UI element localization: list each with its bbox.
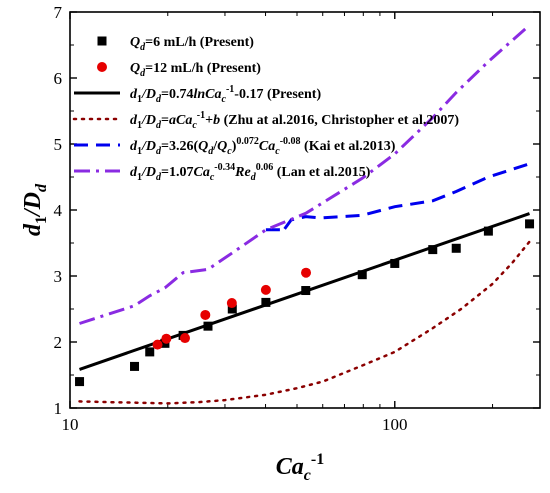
legend-entry-label: Qd=6 mL/h (Present) (130, 35, 254, 53)
series-1-point (226, 298, 237, 309)
series-0-point (451, 243, 461, 253)
legend-marker (97, 36, 107, 46)
series-0-point (261, 297, 271, 307)
series-0-point (357, 270, 367, 280)
y-tick-label: 6 (54, 69, 63, 88)
series-1-point (301, 267, 312, 278)
legend-entry-label: d1/Dd=1.07Cac-0.34Red0.06 (Lan et al.201… (130, 162, 371, 183)
series-layer (75, 24, 535, 405)
legend-entry-label: d1/Dd=3.26(Qd/Qc)0.072Cac-0.08 (Kai et a… (130, 136, 396, 157)
series-3-line (78, 240, 531, 405)
x-tick-label: 10 (62, 415, 79, 434)
y-tick-label: 7 (54, 3, 63, 22)
y-axis-title: d1/Dd (20, 183, 50, 236)
series-0-point (75, 377, 85, 387)
series-0-point (390, 258, 400, 268)
series-1-point (180, 333, 191, 344)
series-0-point (428, 245, 438, 255)
series-0-point (301, 286, 311, 296)
series-5-line (79, 24, 531, 325)
series-0-point (130, 361, 140, 371)
series-1-point (152, 339, 163, 350)
series-0-point (525, 219, 535, 229)
y-tick-label: 1 (54, 399, 63, 418)
series-0-point (203, 321, 213, 331)
series-4-line (265, 162, 530, 236)
y-tick-label: 3 (54, 267, 63, 286)
series-1-point (161, 333, 172, 344)
series-0-point (483, 226, 493, 236)
series-0-point (145, 347, 155, 357)
series-1-point (260, 284, 271, 295)
y-tick-label: 5 (54, 135, 63, 154)
y-tick-label: 2 (54, 333, 63, 352)
legend-entry-label: Qd=12 mL/h (Present) (130, 61, 261, 79)
legend-marker (97, 62, 107, 72)
x-axis-title: Cac-1 (276, 451, 324, 484)
legend: Qd=6 mL/h (Present) Qd=12 mL/h (Present) d… (72, 35, 459, 183)
axis-ticks: 1 2 3 4 5 6 7 10 100 (54, 3, 540, 434)
series-0-point (227, 304, 237, 314)
legend-entry-label: d1/Dd=0.74lnCac-1-0.17 (Present) (130, 84, 321, 105)
legend-entry-label: d1/Dd=aCac-1+b (Zhu at al.2016, Christop… (130, 110, 459, 131)
y-tick-label: 4 (54, 201, 63, 220)
series-1-point (200, 309, 211, 320)
x-tick-label: 100 (382, 415, 408, 434)
